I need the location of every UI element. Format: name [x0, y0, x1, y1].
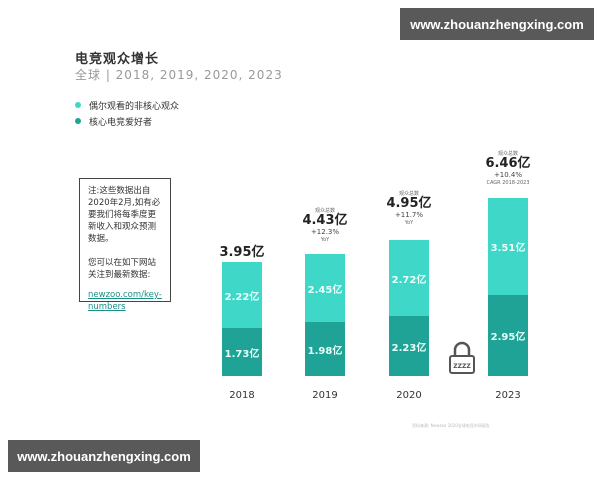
x-tick-2020: 2020 — [396, 390, 422, 401]
total-2023: 观众总数 6.46亿 +10.4% CAGR 2018-2023 — [473, 150, 543, 186]
chart-subtitle: 全球 | 2018, 2019, 2020, 2023 — [75, 68, 283, 82]
note-box: 注:这些数据出自2020年2月,如有必要我们将每季度更新收入和观众预测数据。 您… — [79, 178, 171, 312]
bar-segment-casual: 2.22亿 — [222, 262, 262, 328]
bar-2020: 2.72亿 2.23亿 — [389, 240, 429, 376]
growth-label: CAGR 2018-2023 — [486, 180, 530, 186]
legend-item-casual: 偶尔观看的非核心观众 — [75, 97, 179, 113]
bar-segment-core: 1.73亿 — [222, 328, 262, 376]
growth-value: +10.4% — [493, 171, 523, 179]
x-tick-2019: 2019 — [312, 390, 338, 401]
note-text-2: 您可以在如下网站关注到最新数据: — [88, 258, 157, 280]
bar-segment-core: 2.23亿 — [389, 316, 429, 376]
bar-segment-core: 2.95亿 — [488, 295, 528, 376]
legend-item-core: 核心电竞爱好者 — [75, 113, 179, 129]
x-tick-2018: 2018 — [229, 390, 255, 401]
bar-segment-casual: 2.45亿 — [305, 254, 345, 322]
total-2019: 观众总数 4.43亿 +12.3% YoY — [290, 207, 360, 243]
legend-label: 核心电竞爱好者 — [89, 117, 153, 128]
x-tick-2023: 2023 — [495, 390, 521, 401]
legend-dot-casual-icon — [75, 102, 81, 108]
growth-value: +11.7% — [394, 211, 424, 219]
growth-label: YoY — [404, 220, 414, 226]
total-label: 观众总数 — [497, 151, 518, 157]
total-value: 3.95亿 — [219, 245, 265, 260]
note-text: 注:这些数据出自2020年2月,如有必要我们将每季度更新收入和观众预测数据。 — [88, 186, 161, 244]
total-2018: 3.95亿 — [207, 246, 277, 260]
total-2020: 观众总数 4.95亿 +11.7% YoY — [374, 190, 444, 226]
total-value: 6.46亿 — [485, 156, 531, 171]
growth-value: +12.3% — [310, 228, 340, 236]
total-value: 4.43亿 — [302, 213, 348, 228]
bar-segment-core: 1.98亿 — [305, 322, 345, 376]
bar-2019: 2.45亿 1.98亿 — [305, 254, 345, 376]
total-label: 观众总数 — [398, 191, 419, 197]
bar-2018: 2.22亿 1.73亿 — [222, 262, 262, 376]
footnote: 资料来源: Newzoo 2020全球电竞市场报告 — [412, 423, 490, 428]
legend: 偶尔观看的非核心观众 核心电竞爱好者 — [75, 97, 179, 129]
lock-icon: ZZZZ — [447, 341, 477, 379]
chart-title: 电竞观众增长 — [75, 52, 160, 67]
watermark-bottom: www.zhouanzhengxing.com — [8, 440, 200, 472]
bar-segment-casual: 2.72亿 — [389, 240, 429, 316]
newzoo-link[interactable]: newzoo.com/key-numbers — [88, 290, 162, 312]
total-value: 4.95亿 — [386, 196, 432, 211]
bar-2023: 3.51亿 2.95亿 — [488, 198, 528, 376]
svg-text:ZZZZ: ZZZZ — [453, 363, 471, 370]
total-label: 观众总数 — [314, 208, 335, 214]
legend-label: 偶尔观看的非核心观众 — [89, 101, 180, 112]
watermark-top: www.zhouanzhengxing.com — [400, 8, 594, 40]
legend-dot-core-icon — [75, 118, 81, 124]
bar-segment-casual: 3.51亿 — [488, 198, 528, 295]
growth-label: YoY — [320, 237, 330, 243]
